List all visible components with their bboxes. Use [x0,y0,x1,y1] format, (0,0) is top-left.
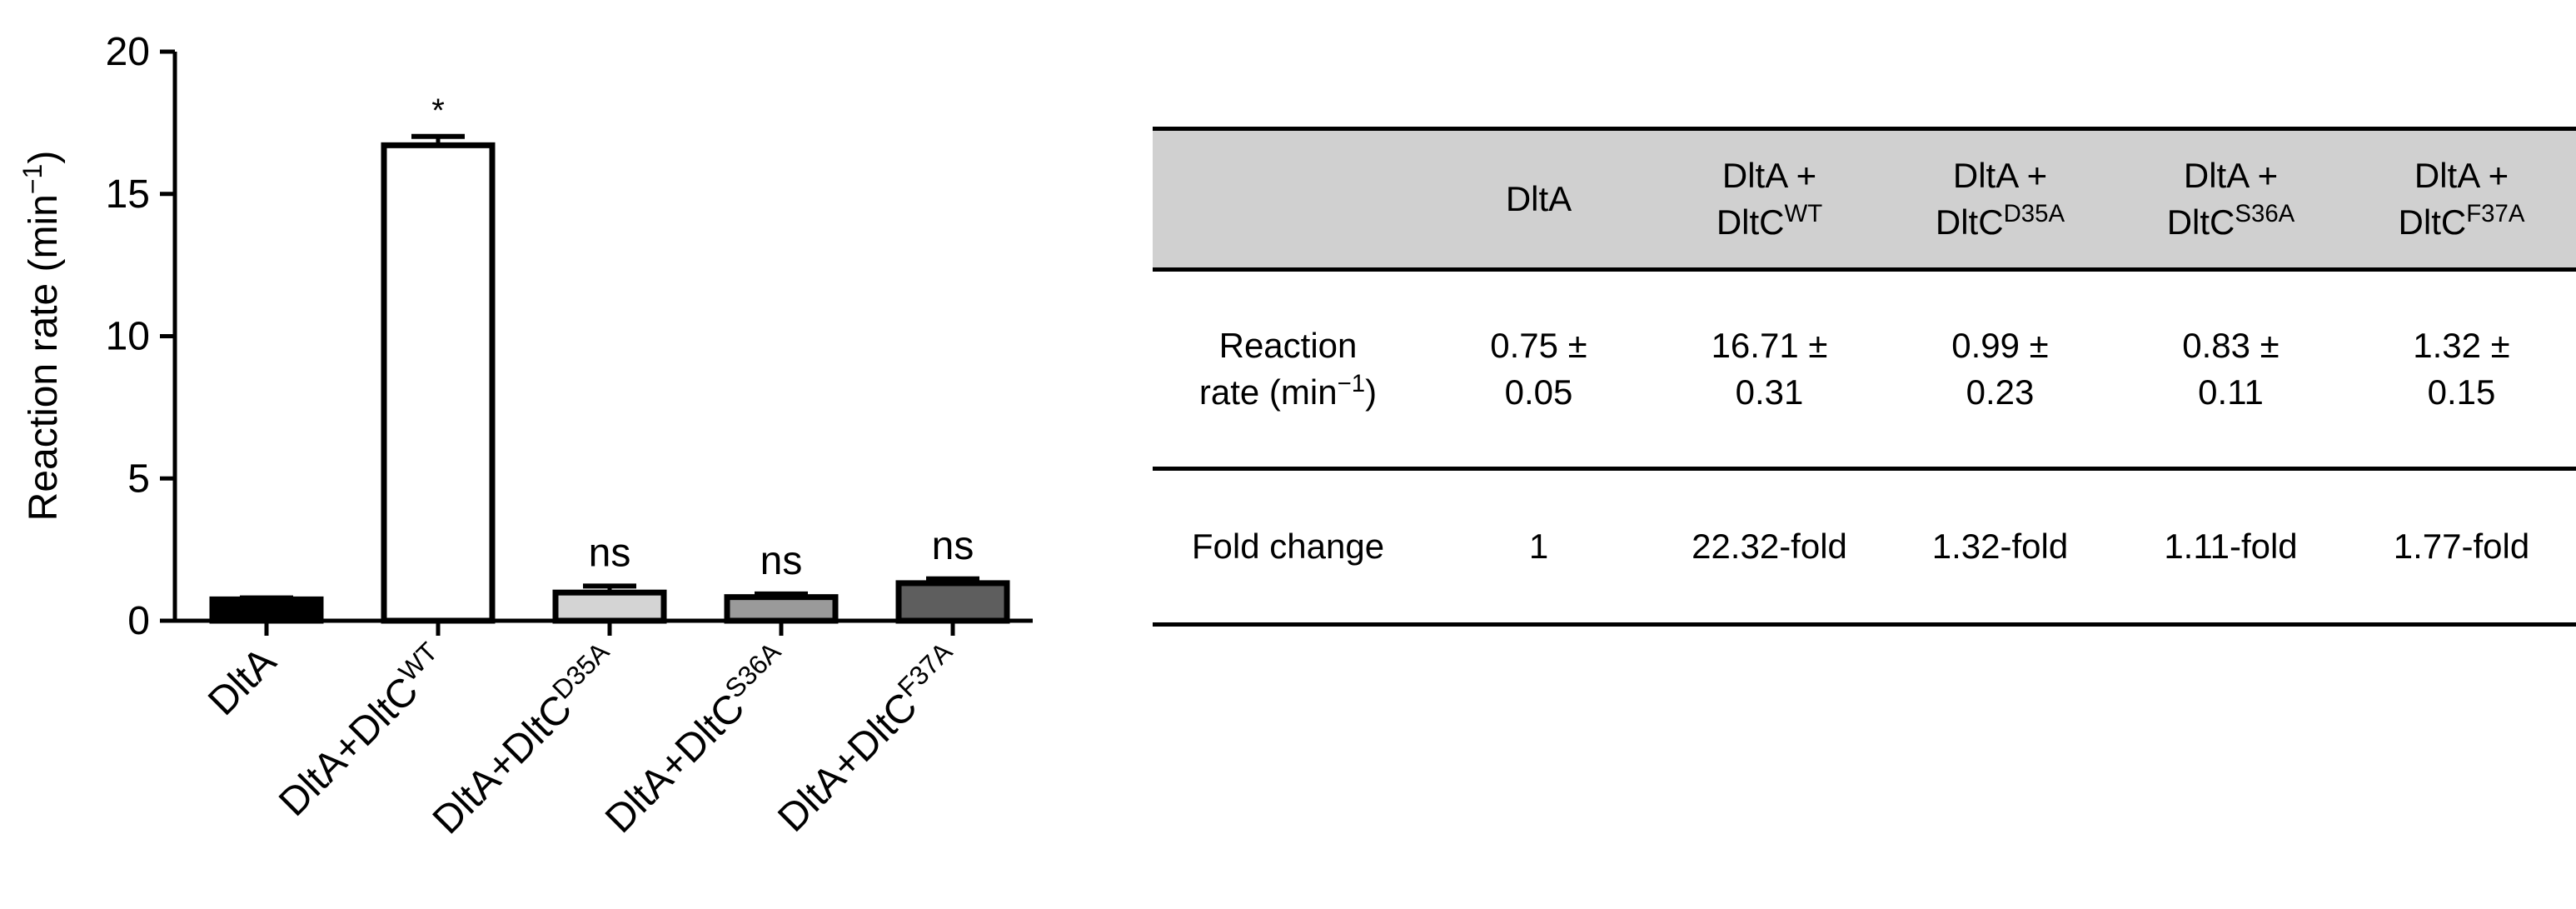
table-header-cell: DltA + DltCD35A [1885,127,2115,272]
y-tick-label: 15 [106,172,150,217]
table-cell: 0.83 ±0.11 [2115,269,2346,471]
x-axis: DltADltA+DltCWTDltA+DltCD35ADltA+DltCS36… [172,618,1033,842]
table-cell: 1.32 ±0.15 [2346,269,2576,471]
bar [552,589,667,624]
results-table: DltA DltA + DltCWT DltA + DltCD35A DltA + D… [1153,127,2576,627]
row-label: Fold change [1153,468,1423,627]
y-tick-label: 20 [106,30,150,74]
significance-label: ns [932,524,974,568]
y-tick-label: 10 [106,315,150,359]
y-tick-label: 5 [127,457,150,501]
x-tick-label: DltA+DltCD35A [421,636,628,842]
table-header-cell: DltA + DltCWT [1654,127,1885,272]
table-cell: 1.32-fold [1885,468,2115,627]
x-tick-label: DltA+DltCS36A [594,636,800,842]
table-cell: 1 [1423,468,1654,627]
significance-label: ns [760,539,803,583]
bar [724,594,839,624]
table-cell: 16.71 ±0.31 [1654,269,1885,471]
x-tick-label: DltA+DltCF37A [767,636,971,840]
bar [209,596,324,624]
table-cell: 1.11-fold [2115,468,2346,627]
row-label: Reaction rate (min−1) [1153,269,1423,471]
y-axis-label: Reaction rate (min−1) [17,151,66,522]
table-row-fold-change: Fold change 1 22.32-fold 1.32-fold 1.11-… [1153,468,2576,627]
table-cell: 1.77-fold [2346,468,2576,627]
table-header-row: DltA DltA + DltCWT DltA + DltCD35A DltA + D… [1153,127,2576,272]
bar [895,580,1010,624]
table-cell: 22.32-fold [1654,468,1885,627]
significance-label: * [431,92,445,129]
table-cell: 0.75 ±0.05 [1423,269,1654,471]
x-tick-label: DltA [200,639,285,724]
x-tick-label: DltA+DltCWT [268,637,456,825]
table-header-cell: DltA + DltCS36A [2115,127,2346,272]
bar [381,142,496,624]
y-tick-label: 0 [127,599,150,643]
table-header-cell [1153,127,1423,272]
table-header-cell: DltA + DltCF37A [2346,127,2576,272]
significance-label: ns [589,531,631,575]
y-axis: 0 5 10 15 20 Reaction rate (min−1) [17,30,177,643]
table-header-cell: DltA [1423,127,1654,272]
table-cell: 0.99 ±0.23 [1885,269,2115,471]
table-row-reaction-rate: Reaction rate (min−1) 0.75 ±0.05 16.71 ±0… [1153,269,2576,471]
